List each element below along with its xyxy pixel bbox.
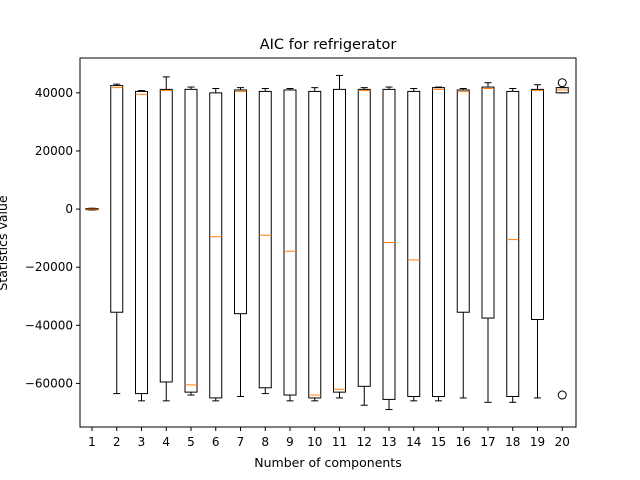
x-tick-label: 9 xyxy=(286,435,294,449)
x-tick-label: 19 xyxy=(530,435,545,449)
box-iqr xyxy=(209,92,223,399)
y-tick-label: −60000 xyxy=(25,376,73,390)
x-tick-label: 16 xyxy=(456,435,471,449)
y-tick-label: 20000 xyxy=(35,144,73,158)
box-iqr xyxy=(333,88,346,393)
box-iqr xyxy=(382,88,396,400)
box-iqr xyxy=(407,90,421,397)
box-outlier xyxy=(557,78,567,88)
box-iqr xyxy=(531,88,544,320)
axes-frame xyxy=(79,57,577,428)
x-tick-label: 5 xyxy=(187,435,195,449)
x-tick-label: 10 xyxy=(307,435,322,449)
box-iqr xyxy=(159,88,173,383)
box-iqr xyxy=(110,85,124,313)
x-tick-label: 20 xyxy=(555,435,570,449)
x-tick-label: 2 xyxy=(113,435,121,449)
box-iqr xyxy=(357,88,371,387)
y-tick-label: 40000 xyxy=(35,86,73,100)
x-tick-label: 7 xyxy=(237,435,245,449)
box-iqr xyxy=(432,87,445,397)
x-tick-label: 4 xyxy=(162,435,170,449)
x-tick-label: 14 xyxy=(406,435,421,449)
x-tick-label: 18 xyxy=(505,435,520,449)
box-outlier xyxy=(557,390,567,400)
box-iqr xyxy=(283,89,297,396)
y-tick-label: −40000 xyxy=(25,318,73,332)
x-tick-label: 1 xyxy=(88,435,96,449)
x-tick-label: 13 xyxy=(381,435,396,449)
x-tick-label: 12 xyxy=(357,435,372,449)
x-tick-label: 3 xyxy=(138,435,146,449)
box-iqr xyxy=(135,90,148,395)
x-tick-label: 15 xyxy=(431,435,446,449)
x-tick-label: 17 xyxy=(480,435,495,449)
box-iqr xyxy=(456,89,470,313)
y-tick-label: −20000 xyxy=(25,260,73,274)
x-axis-label: Number of components xyxy=(254,455,401,470)
box-iqr xyxy=(506,90,520,397)
y-tick-label: 0 xyxy=(65,202,73,216)
chart-title: AIC for refrigerator xyxy=(260,37,397,53)
box-iqr xyxy=(234,89,247,315)
box-iqr xyxy=(258,90,272,389)
x-tick-label: 6 xyxy=(212,435,220,449)
box-iqr xyxy=(308,90,322,399)
box-iqr xyxy=(184,88,198,393)
y-axis-label: Statistics value xyxy=(0,195,10,291)
box-iqr xyxy=(481,86,495,319)
x-tick-label: 8 xyxy=(261,435,269,449)
x-tick-label: 11 xyxy=(332,435,347,449)
